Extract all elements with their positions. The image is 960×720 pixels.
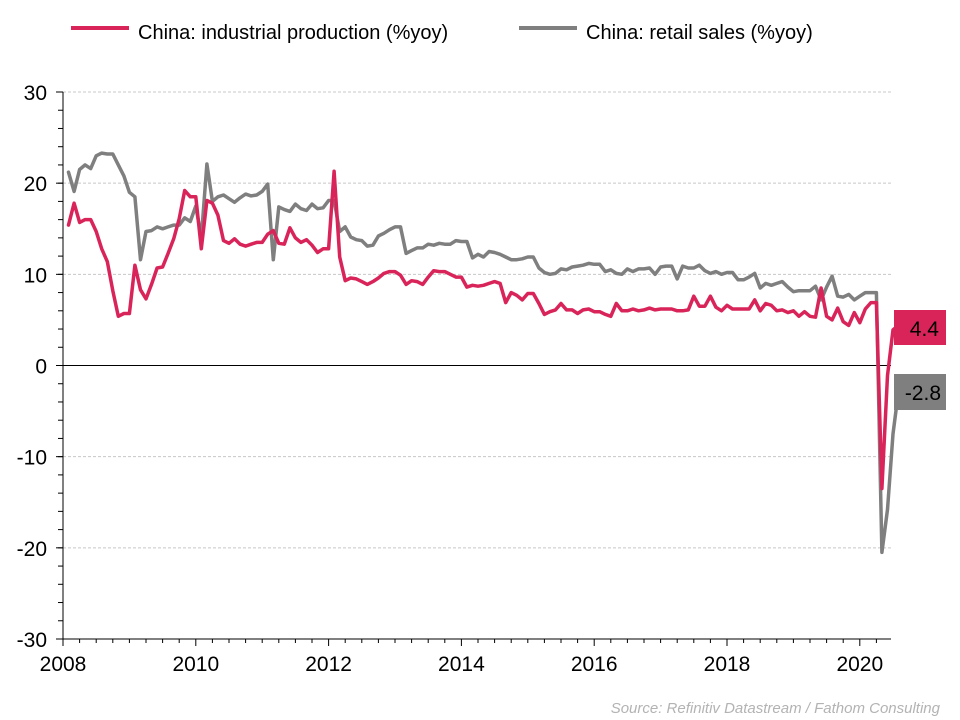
x-tick-label: 2020 — [836, 653, 883, 676]
end-label-retail-sales: -2.8 — [894, 374, 946, 410]
gridlines — [63, 91, 891, 549]
x-tick-label: 2012 — [305, 653, 352, 676]
y-tick-label: 0 — [35, 356, 47, 379]
y-tick-label: -30 — [17, 629, 47, 652]
legend-label-retail-sales: China: retail sales (%yoy) — [586, 22, 813, 44]
y-tick-label: 20 — [24, 173, 47, 196]
end-label-industrial-production: 4.4 — [894, 310, 946, 345]
y-axis-ticks: 30 20 10 0 -10 -20 -30 — [17, 82, 63, 652]
y-tick-label: 30 — [24, 82, 47, 105]
y-tick-label: -10 — [17, 447, 47, 470]
x-axis-ticks: 2008 2010 2012 2014 2016 2018 2020 — [40, 639, 883, 676]
series-line-industrial-production — [66, 169, 901, 491]
series-lines — [66, 151, 901, 555]
end-label-text-industrial-production: 4.4 — [910, 318, 940, 341]
x-tick-label: 2008 — [40, 653, 87, 676]
source-note: Source: Refinitiv Datastream / Fathom Co… — [611, 700, 941, 717]
legend-label-industrial-production: China: industrial production (%yoy) — [138, 22, 448, 44]
legend: China: industrial production (%yoy) Chin… — [71, 22, 813, 44]
y-tick-label: -20 — [17, 538, 47, 561]
axes — [62, 92, 891, 640]
x-tick-label: 2018 — [704, 653, 751, 676]
end-label-box-retail-sales — [894, 374, 946, 410]
x-tick-label: 2016 — [571, 653, 618, 676]
series-line-retail-sales — [66, 151, 901, 555]
x-tick-label: 2014 — [438, 653, 485, 676]
end-label-box-industrial-production — [894, 310, 946, 345]
x-tick-label: 2010 — [172, 653, 219, 676]
end-label-text-retail-sales: -2.8 — [905, 382, 941, 405]
y-tick-label: 10 — [24, 264, 47, 287]
